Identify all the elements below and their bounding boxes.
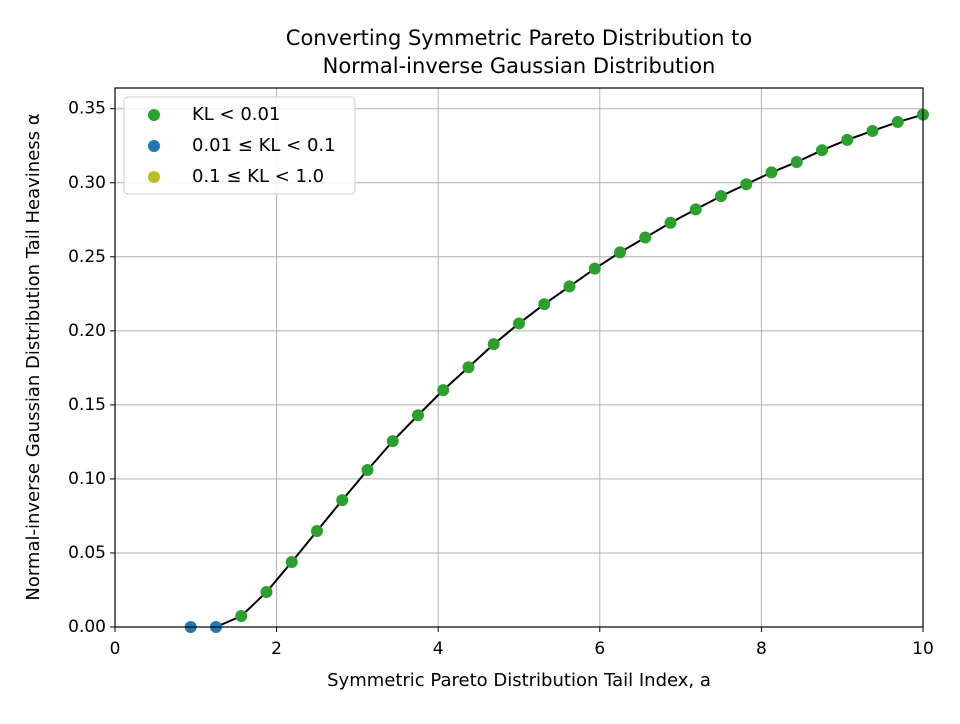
point [765,166,778,179]
chart-title: Converting Symmetric Pareto Distribution… [286,26,752,50]
point [538,298,551,311]
legend-marker [148,171,160,183]
x-tick-label: 6 [594,639,605,659]
y-tick-label: 0.20 [68,321,106,341]
x-tick-label: 2 [271,639,282,659]
legend-label: 0.1 ≤ KL < 1.0 [192,166,324,187]
point [614,246,626,259]
point [235,610,248,623]
point [462,361,475,374]
point [336,494,349,507]
axes-frame [114,87,924,628]
y-tick-label: 0.10 [68,469,106,489]
point [386,435,399,448]
point [487,338,500,351]
x-tick-label: 10 [912,639,934,659]
point [285,555,298,568]
legend-label: KL < 0.01 [192,104,280,125]
point [513,317,525,330]
point [790,156,803,169]
point [588,262,601,275]
y-tick-label: 0.30 [68,173,106,193]
legend-marker [148,109,160,121]
y-tick-label: 0.00 [68,617,106,637]
point [260,586,273,599]
point [437,384,450,397]
point [841,133,854,146]
point [639,231,652,244]
point [563,280,576,293]
y-axis-label: Normal-inverse Gaussian Distribution Tai… [23,113,44,600]
point [311,525,323,538]
point [664,216,677,229]
y-tick-label: 0.05 [68,543,106,563]
legend-box [123,96,356,195]
x-axis-label: Symmetric Pareto Distribution Tail Index… [327,670,711,691]
y-tick-label: 0.35 [68,99,106,119]
point [412,409,424,422]
point [866,124,879,137]
x-tick-label: 0 [110,639,121,659]
legend-marker [148,140,160,152]
point [715,190,727,203]
point [740,178,753,191]
x-tick-label: 4 [433,639,444,659]
chart-title: Normal-inverse Gaussian Distribution [323,54,716,78]
y-tick-label: 0.25 [68,247,106,267]
point [891,116,904,129]
point [816,144,828,157]
legend-label: 0.01 ≤ KL < 0.1 [192,135,336,156]
point [689,203,702,216]
y-tick-label: 0.15 [68,395,106,415]
point [361,464,374,477]
x-tick-label: 8 [756,639,767,659]
